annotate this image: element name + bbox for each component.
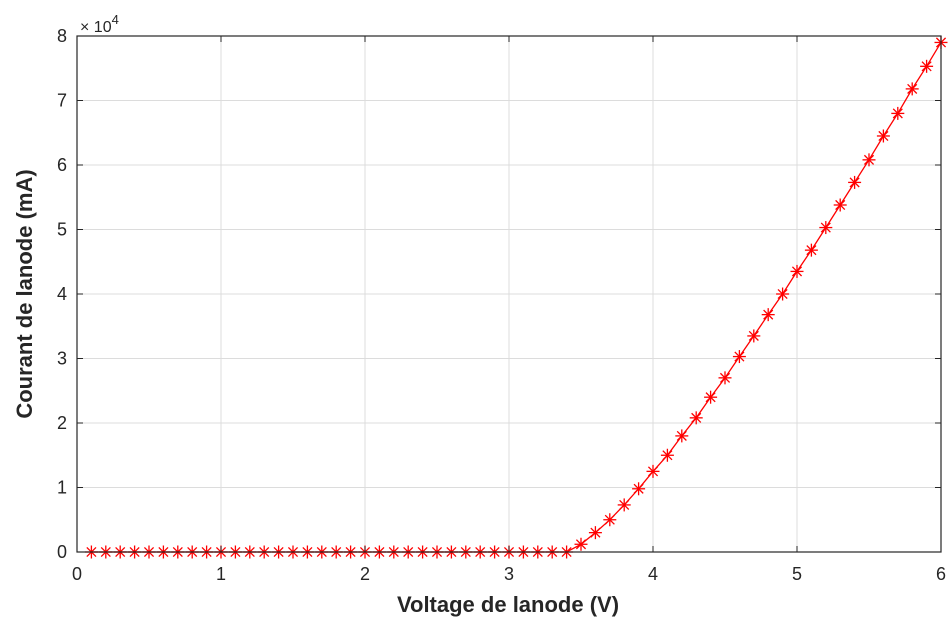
- marker-stroke: [604, 514, 615, 525]
- y-multiplier-label: × 104: [80, 12, 119, 36]
- marker-stroke: [907, 83, 918, 94]
- data-point-marker: [689, 411, 703, 425]
- marker-stroke: [820, 222, 831, 233]
- data-point-marker: [776, 287, 790, 301]
- data-point-marker: [632, 482, 646, 496]
- data-point-marker: [833, 198, 847, 212]
- data-point-marker: [920, 59, 934, 73]
- data-point-marker: [747, 329, 761, 343]
- marker-stroke: [619, 499, 630, 510]
- marker-stroke: [835, 199, 846, 211]
- y-tick-label: 4: [57, 284, 67, 304]
- data-point-marker: [819, 221, 833, 235]
- x-tick-label: 1: [216, 564, 226, 584]
- y-axis-label: Courant de lanode (mA): [12, 169, 37, 418]
- marker-stroke: [921, 61, 932, 72]
- data-point-marker: [675, 429, 689, 443]
- data-point-marker: [848, 175, 862, 189]
- data-point-marker: [732, 350, 746, 364]
- y-tick-labels: 0 1 2 3 4 5 6 7 8: [57, 26, 67, 562]
- marker-stroke: [647, 466, 659, 477]
- y-tick-label: 0: [57, 542, 67, 562]
- marker-stroke: [575, 539, 587, 550]
- y-tick-label: 5: [57, 220, 67, 240]
- data-point-marker: [718, 371, 732, 385]
- marker-stroke: [590, 527, 601, 538]
- marker-stroke: [777, 288, 788, 300]
- x-tick-label: 0: [72, 564, 82, 584]
- marker-stroke: [734, 351, 745, 362]
- data-point-marker: [574, 537, 588, 551]
- y-tick-label: 1: [57, 478, 67, 498]
- x-tick-label: 3: [504, 564, 514, 584]
- data-point-marker: [905, 82, 919, 96]
- marker-stroke: [705, 392, 716, 403]
- data-point-marker: [761, 308, 775, 322]
- y-tick-label: 7: [57, 91, 67, 111]
- data-point-marker: [588, 526, 602, 540]
- data-point-marker: [646, 464, 660, 478]
- marker-stroke: [763, 309, 774, 320]
- y-tick-label: 2: [57, 413, 67, 433]
- data-point-marker: [660, 448, 674, 462]
- grid: [76, 35, 942, 553]
- y-tick-label: 8: [57, 26, 67, 46]
- marker-stroke: [662, 450, 673, 461]
- marker-stroke: [863, 154, 875, 165]
- ticks-group: [76, 35, 942, 553]
- marker-stroke: [806, 245, 817, 256]
- x-tick-labels: 0 1 2 3 4 5 6: [72, 564, 946, 584]
- data-point-marker: [862, 153, 876, 167]
- y-tick-label: 6: [57, 155, 67, 175]
- marker-stroke: [719, 372, 731, 383]
- data-point-marker: [876, 129, 890, 143]
- marker-stroke: [676, 430, 687, 441]
- x-tick-label: 5: [792, 564, 802, 584]
- data-point-marker: [704, 390, 718, 404]
- x-tick-label: 4: [648, 564, 658, 584]
- data-point-marker: [603, 513, 617, 527]
- marker-stroke: [748, 330, 759, 341]
- data-point-marker: [790, 264, 804, 278]
- data-point-marker: [804, 243, 818, 257]
- x-tick-label: 6: [936, 564, 946, 584]
- marker-stroke: [791, 266, 803, 277]
- x-tick-label: 2: [360, 564, 370, 584]
- marker-stroke: [849, 177, 860, 188]
- x-axis-label: Voltage de lanode (V): [397, 592, 619, 617]
- data-point-marker: [891, 106, 905, 120]
- marker-stroke: [892, 108, 903, 119]
- data-point-marker: [617, 498, 631, 512]
- marker-stroke: [691, 412, 702, 423]
- y-tick-label: 3: [57, 349, 67, 369]
- marker-stroke: [878, 130, 889, 142]
- marker-stroke: [633, 483, 644, 494]
